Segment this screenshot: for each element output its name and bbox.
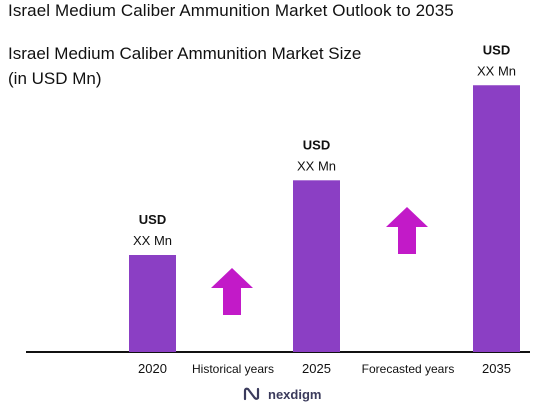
- trend-arrow-up-icon: [386, 207, 428, 254]
- data-label-currency: USD: [303, 137, 330, 152]
- data-label-value: XX Mn: [297, 158, 336, 173]
- data-label-currency: USD: [139, 212, 166, 227]
- data-label-value: XX Mn: [477, 63, 516, 78]
- chart-title: Israel Medium Caliber Ammunition Market …: [8, 1, 454, 20]
- bar-2035: [473, 85, 520, 352]
- x-tick-label-2025: 2025: [302, 361, 331, 376]
- nexdigm-logo: nexdigm: [243, 386, 321, 402]
- bar-2020: [129, 255, 176, 352]
- subtitle-line-1: Israel Medium Caliber Ammunition Market …: [8, 44, 362, 63]
- x-tick-label-2035: 2035: [482, 361, 511, 376]
- chart-subtitle: Israel Medium Caliber Ammunition Market …: [8, 41, 428, 91]
- trend-arrow-up-icon: [211, 268, 253, 315]
- subtitle-line-2: (in USD Mn): [8, 69, 102, 88]
- x-tick-label-2020: 2020: [138, 361, 167, 376]
- period-label-historical: Historical years: [192, 362, 274, 376]
- period-label-forecasted: Forecasted years: [362, 362, 455, 376]
- data-label-value: XX Mn: [133, 233, 172, 248]
- logo-text: nexdigm: [268, 386, 322, 402]
- bar-2025: [293, 180, 340, 352]
- nexdigm-logo-icon: [243, 387, 260, 401]
- data-label-currency: USD: [483, 42, 510, 57]
